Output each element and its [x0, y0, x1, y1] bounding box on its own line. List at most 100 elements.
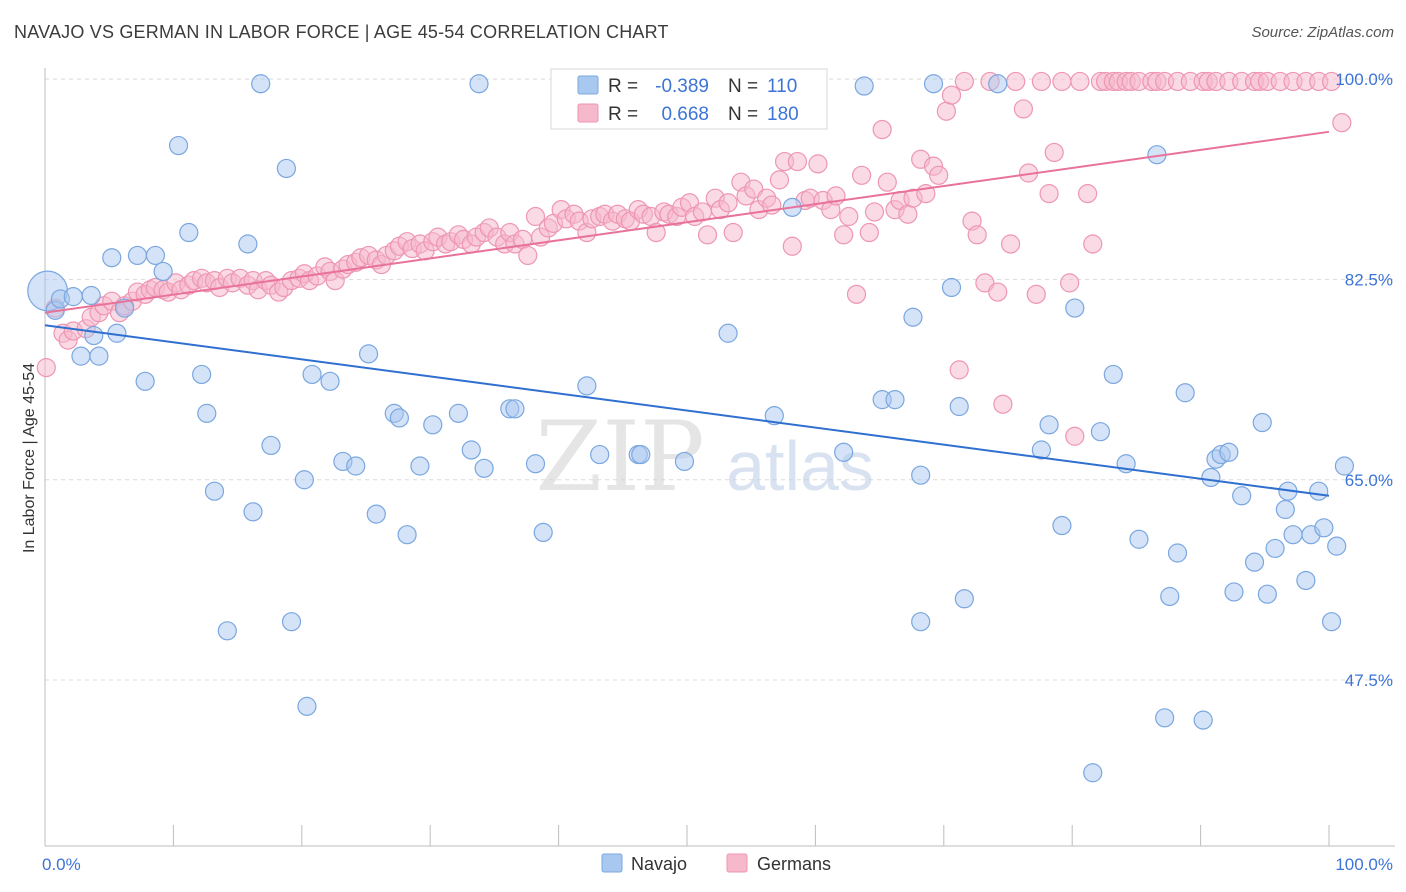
navajo-point-82 — [1193, 710, 1213, 730]
navajo-point-73 — [1090, 422, 1111, 442]
german-point-188 — [1332, 113, 1352, 133]
german-point-119 — [808, 154, 828, 174]
navajo-point-43 — [474, 458, 494, 478]
german-point-123 — [834, 225, 854, 245]
axes — [44, 68, 1395, 847]
navajo-point-23 — [251, 74, 271, 94]
navajo-point-70 — [1052, 515, 1072, 536]
navajo-point-78 — [1155, 708, 1175, 728]
navajo-point-12 — [135, 371, 155, 391]
bottom-legend: Navajo Germans — [601, 853, 831, 874]
navajo-point-5 — [71, 346, 91, 366]
navajo-point-68 — [1031, 440, 1051, 460]
german-point-154 — [1031, 71, 1051, 92]
german-point-142 — [954, 71, 974, 92]
navajo-points — [27, 74, 1355, 783]
navajo-point-59 — [885, 390, 905, 410]
navajo-point-71 — [1065, 298, 1085, 318]
bottom-legend-navajo-swatch — [601, 853, 623, 873]
legend-german-r-label: R = — [608, 104, 638, 125]
navajo-point-99 — [1314, 518, 1334, 538]
navajo-point-29 — [302, 364, 322, 385]
navajo-point-19 — [204, 481, 225, 501]
navajo-point-4 — [81, 285, 101, 306]
navajo-point-47 — [533, 522, 553, 543]
navajo-point-56 — [834, 442, 854, 462]
grid — [45, 78, 1395, 681]
navajo-point-30 — [320, 371, 340, 391]
german-point-151 — [1013, 99, 1034, 119]
german-point-156 — [1044, 142, 1064, 163]
navajo-point-14 — [153, 261, 173, 282]
navajo-point-18 — [197, 403, 217, 423]
navajo-point-60 — [903, 307, 923, 327]
navajo-point-74 — [1103, 364, 1123, 385]
navajo-point-51 — [631, 444, 651, 465]
legend-navajo-r-value: -0.389 — [655, 76, 709, 97]
navajo-point-33 — [358, 344, 379, 364]
navajo-point-49 — [590, 444, 610, 465]
navajo-point-7 — [89, 346, 109, 366]
y-tick-label-0: 47.5% — [1345, 671, 1393, 690]
german-point-138 — [929, 165, 949, 185]
legend-german-swatch — [577, 103, 599, 123]
german-point-74 — [518, 245, 538, 266]
german-point-133 — [898, 204, 918, 224]
german-point-102 — [697, 225, 718, 245]
navajo-point-10 — [115, 298, 135, 318]
navajo-point-16 — [179, 222, 199, 243]
navajo-point-24 — [261, 435, 281, 456]
navajo-point-86 — [1219, 442, 1239, 462]
navajo-point-72 — [1083, 763, 1103, 783]
navajo-point-28 — [297, 696, 317, 716]
legend-german-n-value: 180 — [767, 104, 799, 125]
navajo-point-15 — [168, 135, 189, 156]
navajo-point-100 — [1321, 612, 1342, 632]
german-point-124 — [839, 206, 859, 227]
navajo-point-76 — [1129, 529, 1149, 549]
navajo-point-79 — [1160, 586, 1180, 607]
german-point-149 — [1000, 234, 1021, 254]
navajo-point-21 — [238, 234, 258, 254]
navajo-point-65 — [949, 396, 969, 417]
navajo-point-17 — [192, 364, 212, 385]
navajo-point-26 — [281, 612, 302, 632]
navajo-point-93 — [1275, 499, 1295, 520]
navajo-point-37 — [397, 525, 417, 545]
german-point-129 — [872, 119, 892, 140]
watermark-atlas: atlas — [726, 427, 874, 505]
navajo-point-48 — [577, 376, 597, 396]
source-label: Source: ZipAtlas.com — [1251, 24, 1394, 41]
navajo-point-13 — [145, 245, 166, 266]
navajo-point-11 — [127, 245, 148, 266]
german-point-128 — [864, 202, 885, 222]
navajo-point-27 — [294, 470, 314, 490]
navajo-point-67 — [988, 74, 1008, 94]
navajo-point-61 — [911, 465, 931, 485]
x-tick-label-1: 100.0% — [1335, 855, 1393, 874]
navajo-point-32 — [346, 456, 366, 476]
german-point-158 — [1060, 273, 1080, 293]
legend-box: R = -0.389 N = 110 R = 0.668 N = 180 — [550, 68, 828, 130]
legend-navajo-swatch — [577, 75, 599, 95]
navajo-point-95 — [1283, 525, 1303, 545]
trend-lines — [44, 130, 1330, 497]
bottom-legend-navajo: Navajo — [631, 854, 687, 874]
legend-german-n-label: N = — [728, 104, 758, 125]
navajo-trend-line — [44, 324, 1330, 497]
chart-title: NAVAJO VS GERMAN IN LABOR FORCE | AGE 45… — [14, 22, 669, 42]
navajo-point-40 — [448, 403, 469, 423]
y-tick-label-2: 82.5% — [1345, 270, 1393, 289]
navajo-point-34 — [366, 504, 386, 524]
german-point-105 — [718, 193, 738, 213]
german-point-126 — [852, 165, 872, 185]
navajo-point-98 — [1309, 481, 1329, 501]
navajo-point-45 — [505, 399, 525, 419]
german-trend-line — [44, 130, 1330, 314]
navajo-point-38 — [410, 456, 430, 476]
german-point-106 — [723, 222, 743, 243]
navajo-point-66 — [954, 589, 974, 609]
german-point-116 — [787, 151, 808, 172]
navajo-point-6 — [84, 325, 104, 346]
